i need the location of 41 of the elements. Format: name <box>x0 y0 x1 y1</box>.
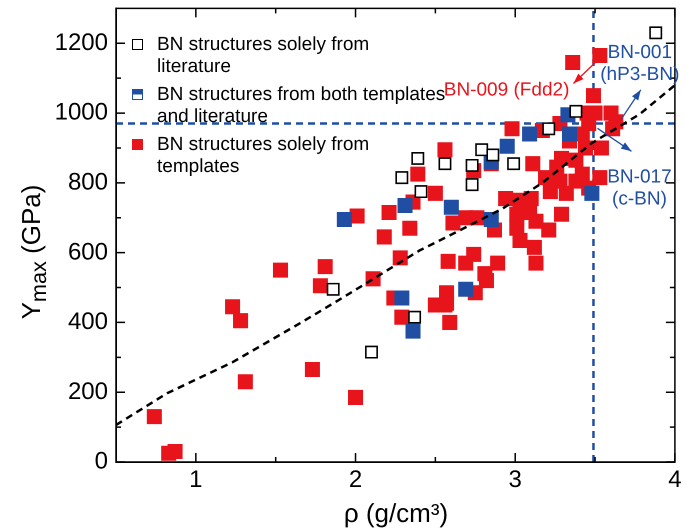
legend-label: BN structures solely from literature <box>157 34 370 78</box>
legend-label: BN structures solely from templates <box>157 134 370 178</box>
point <box>562 126 578 142</box>
x-tick-label: 4 <box>668 466 682 494</box>
x-tick-label: 1 <box>189 466 203 494</box>
point <box>500 138 515 154</box>
x-tick-label: 3 <box>508 466 522 494</box>
y-tick-label: 0 <box>94 448 108 475</box>
point <box>395 171 408 184</box>
annotation: BN-009 (Fdd2) <box>444 80 570 101</box>
point <box>394 290 410 306</box>
point <box>406 324 421 339</box>
point <box>408 310 422 324</box>
y-tick-label: 600 <box>68 238 108 266</box>
point <box>414 185 428 198</box>
point <box>584 186 600 201</box>
point <box>484 212 499 228</box>
point <box>466 178 479 192</box>
point <box>522 126 538 142</box>
x-axis-title: ρ (g/cm³) <box>344 498 448 529</box>
point <box>486 148 500 162</box>
point <box>466 158 479 172</box>
point <box>444 200 459 215</box>
point <box>326 282 340 296</box>
point <box>507 157 520 170</box>
point <box>398 198 413 214</box>
y-tick-label: 1200 <box>54 28 108 56</box>
y-tick-label: 200 <box>68 378 108 405</box>
annotation: BN-017 (c-BN) <box>607 166 672 210</box>
point <box>336 212 352 228</box>
y-tick-label: 800 <box>68 168 108 196</box>
y-tick-label: 1000 <box>54 98 108 126</box>
y-tick-label: 400 <box>68 308 108 336</box>
point <box>458 282 474 297</box>
point <box>411 152 424 165</box>
point <box>649 26 662 40</box>
x-tick-label: 2 <box>348 466 362 494</box>
point <box>542 122 556 136</box>
point <box>569 104 582 118</box>
legend-label: BN structures from both templates and literature <box>157 84 446 128</box>
point <box>438 157 452 170</box>
